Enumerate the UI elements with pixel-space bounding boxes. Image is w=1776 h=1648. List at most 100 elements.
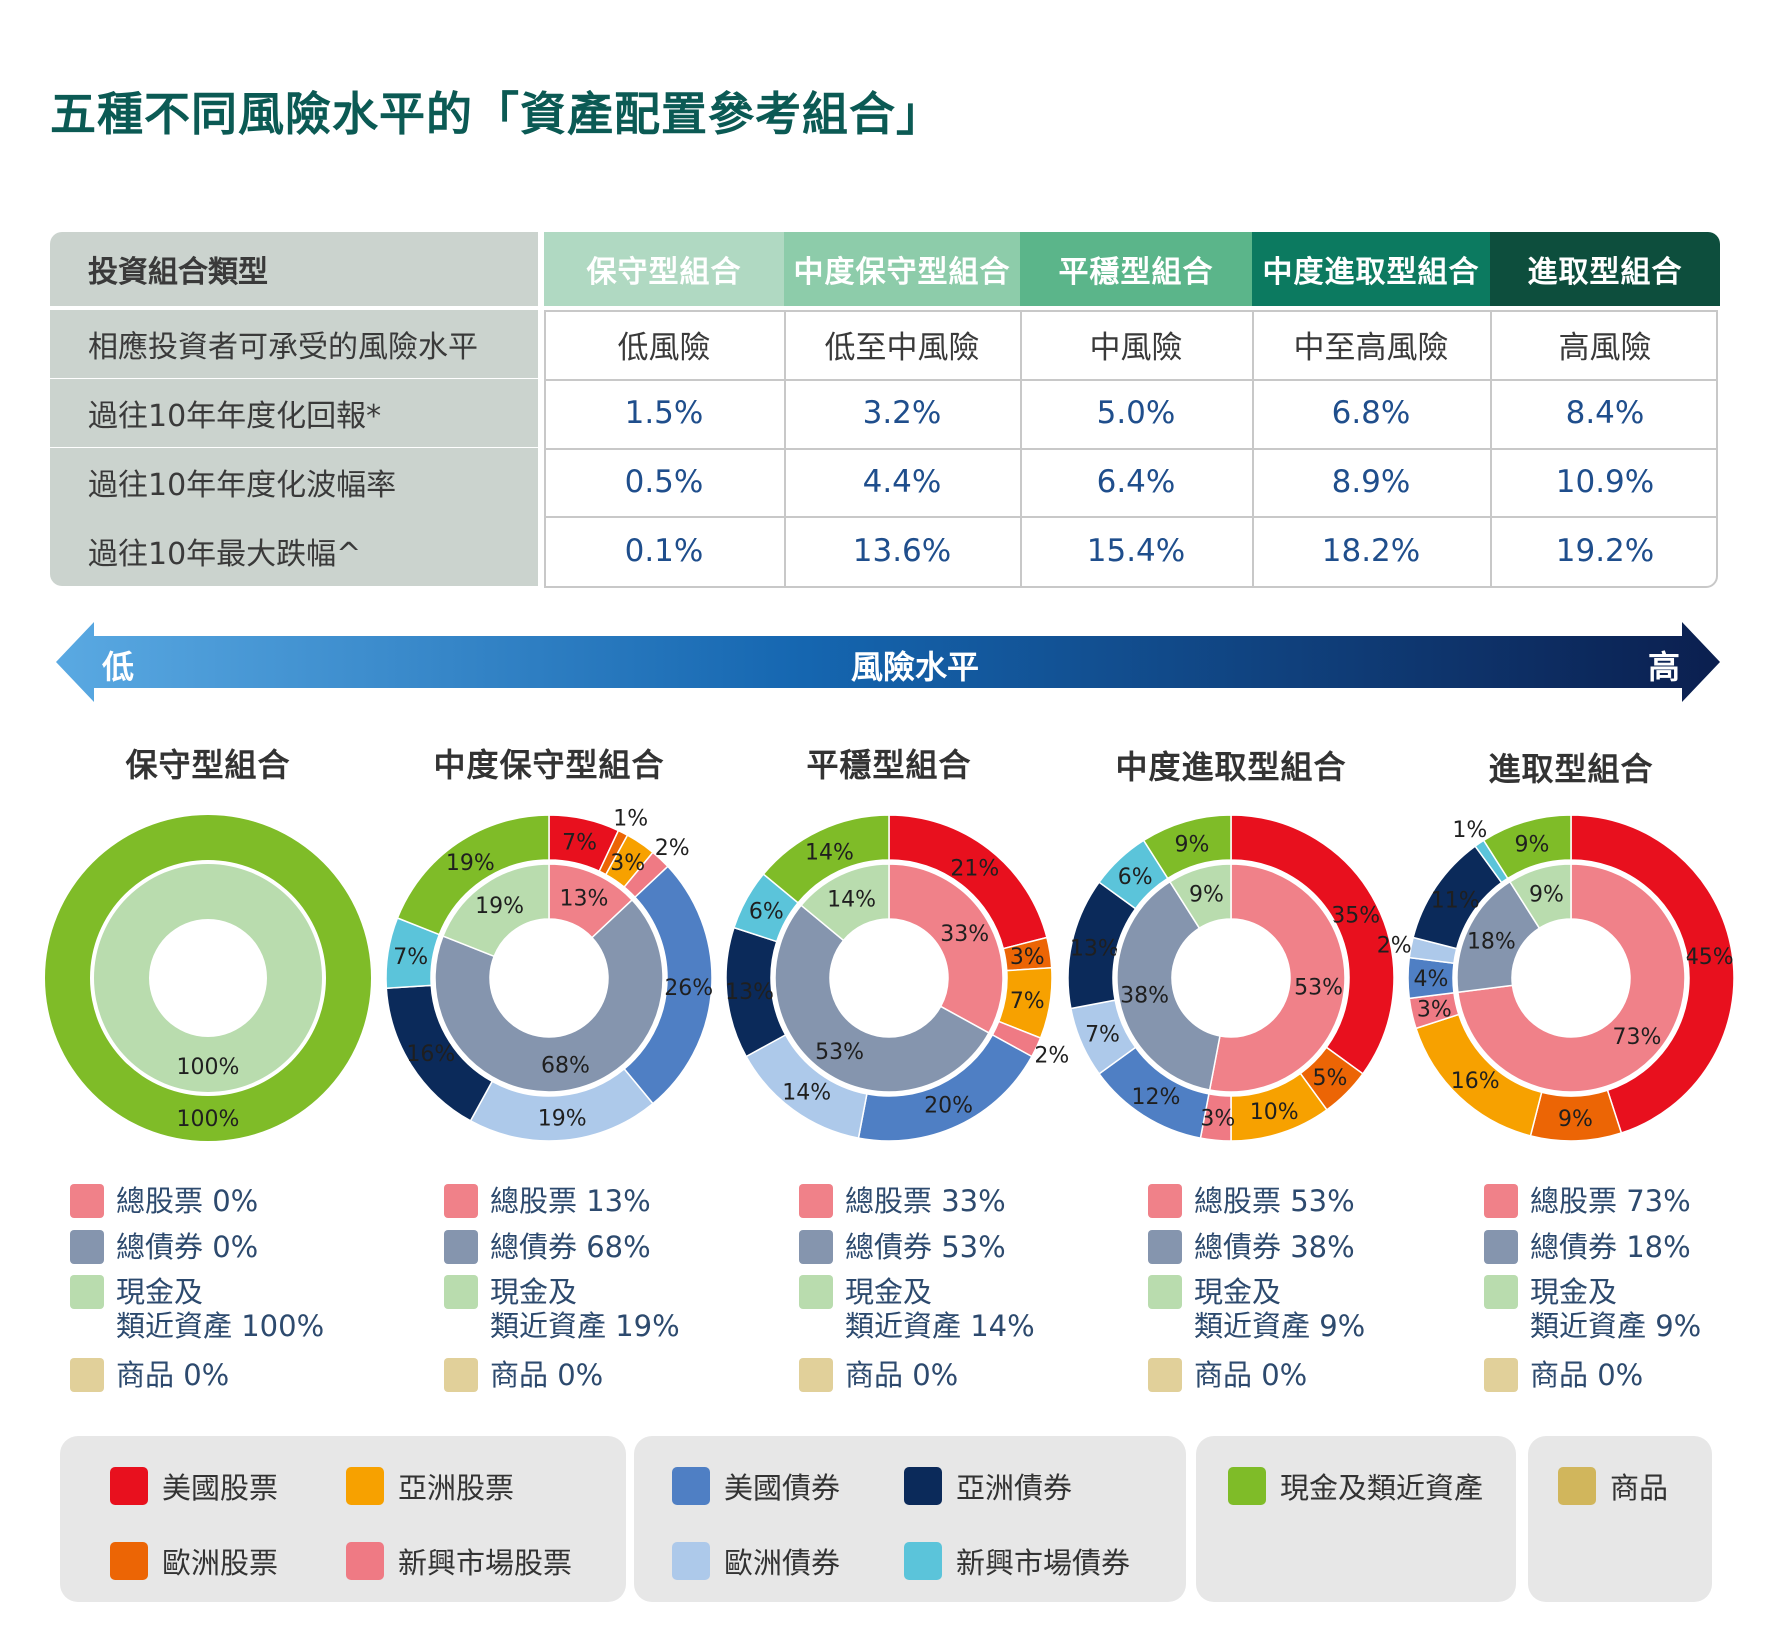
inner-ring-label: 9% [1529,882,1564,907]
table-cell: 15.4% [1086,533,1186,569]
asset-class-legend-item: 歐洲股票 [110,1540,278,1582]
legend-label-line: 類近資產 14% [845,1309,1035,1343]
legend-swatch [110,1542,148,1580]
inner-ring-segment [94,864,322,1092]
inner-ring-label: 19% [475,894,524,919]
asset-class-legend-item: 新興市場債券 [904,1540,1130,1582]
legend-label-line: 商品 0% [490,1358,604,1392]
legend-swatch [799,1358,833,1392]
legend-label-line: 現金及 [1194,1275,1282,1309]
legend-label-line: 總債券 0% [116,1230,259,1264]
legend-label: 新興市場債券 [956,1546,1131,1580]
asset-class-legend-item: 亞洲股票 [346,1465,514,1507]
donut-chart: 21% 3% 7% 2% 20% 14% 13% 6% 14% 33% 53% 14% [725,814,1069,1142]
page-title: 五種不同風險水平的「資產配置參考組合」 [50,87,943,141]
legend-label-line: 總股票 73% [1530,1184,1691,1218]
asset-class-legend-item: 亞洲債券 [904,1465,1072,1507]
allocation-legend-item: 現金及 類近資產 9% [1484,1275,1701,1343]
legend-label: 現金及 類近資產 9% [1194,1275,1365,1343]
inner-ring-segment [1208,863,1346,1093]
legend-swatch [1558,1467,1596,1505]
allocation-legend-item: 總股票 53% [1148,1184,1355,1218]
outer-ring-label: 45% [1685,945,1734,970]
legend-label-line: 類近資產 100% [116,1309,325,1343]
legend-label-line: 總股票 0% [116,1184,259,1218]
inner-ring-label: 13% [559,886,608,911]
outer-ring-label: 6% [749,900,784,925]
legend-label: 商品 0% [1194,1358,1307,1392]
inner-ring-segment [442,863,550,958]
legend-swatch [1484,1275,1518,1309]
row-label: 過往10年年度化回報* [50,379,538,447]
table-cell: 3.2% [862,395,942,431]
risk-level-arrow: 低 風險水平 高 [56,622,1720,702]
column-header: 保守型組合 [544,232,784,306]
legend-label: 歐洲債券 [724,1546,841,1580]
legend-swatch [799,1230,833,1264]
column-header: 平穩型組合 [1020,232,1252,306]
legend-label-line: 總債券 38% [1194,1230,1355,1264]
allocation-legend-item: 商品 0% [444,1358,603,1392]
table-cell: 10.9% [1555,464,1655,500]
outer-ring-label: 6% [1118,865,1153,890]
table-cell: 13.6% [852,533,952,569]
table-cell: 5.0% [1096,395,1176,431]
legend-label-line: 總股票 13% [490,1184,651,1218]
outer-ring-label: 35% [1331,903,1380,928]
legend-swatch [672,1467,710,1505]
inner-ring-label: 9% [1189,882,1224,907]
legend-swatch [70,1230,104,1264]
table-cell: 中風險 [1089,329,1183,366]
allocation-legend-item: 總債券 68% [444,1230,651,1264]
inner-ring-label: 18% [1467,930,1516,955]
outer-ring-segment [1570,814,1735,1134]
outer-ring-label: 3% [1200,1106,1235,1131]
outer-ring-label: 7% [562,830,597,855]
legend-label: 美國股票 [162,1471,279,1505]
table-cell: 8.4% [1565,395,1645,431]
legend-label-line: 現金及 [116,1275,204,1309]
inner-ring-label: 33% [940,922,989,947]
legend-label-line: 類近資產 9% [1530,1309,1702,1343]
legend-swatch [904,1467,942,1505]
legend-group-cash [1196,1436,1516,1602]
table-cell: 6.8% [1331,395,1411,431]
legend-label: 總債券 53% [845,1230,1006,1264]
table-cell: 1.5% [624,395,704,431]
inner-ring-segment [1116,880,1221,1091]
donut-chart: 100% 100% [45,815,371,1141]
column-header: 進取型組合 [1490,232,1720,306]
outer-ring-segment [1142,814,1232,880]
legend-label: 總股票 73% [1530,1184,1691,1218]
legend-swatch [444,1184,478,1218]
legend-label-line: 現金及 [1530,1275,1618,1309]
table-cell: 低至中風險 [824,329,980,366]
legend-label-line: 商品 0% [1194,1358,1308,1392]
inner-ring-label: 53% [815,1040,864,1065]
table-cell: 8.9% [1331,464,1411,500]
asset-class-legend-item: 現金及類近資產 [1228,1465,1483,1507]
allocation-legend-item: 總股票 73% [1484,1184,1691,1218]
row-label: 過往10年最大跌幅^ [50,516,538,586]
outer-ring-label: 2% [1034,1044,1069,1069]
legend-label-line: 類近資產 9% [1194,1309,1366,1343]
legend-label: 亞洲債券 [956,1471,1073,1505]
row-label: 過往10年年度化波幅率 [50,448,538,516]
legend-label: 亞洲股票 [398,1471,515,1505]
inner-ring-segment [800,863,890,942]
inner-ring-label: 14% [827,887,876,912]
legend-swatch [110,1467,148,1505]
column-header: 中度進取型組合 [1252,232,1490,306]
legend-label-line: 商品 0% [116,1358,230,1392]
risk-arrow-graphic [56,622,1720,702]
chart-title: 平穩型組合 [806,746,972,784]
table-divider [544,516,1718,518]
allocation-legend-item: 現金及 類近資產 19% [444,1275,680,1343]
legend-label-line: 總債券 68% [490,1230,651,1264]
donut-chart: 45% 9% 16% 3% 4%2% 11% 1% 9% 73% 18% 9% [1377,814,1735,1142]
asset-class-legend-item: 新興市場股票 [346,1540,572,1582]
allocation-legend-item: 總股票 13% [444,1184,651,1218]
legend-label-line: 現金及 [845,1275,933,1309]
outer-ring-label: 3% [1010,945,1045,970]
inner-ring-segment [1457,863,1686,1093]
